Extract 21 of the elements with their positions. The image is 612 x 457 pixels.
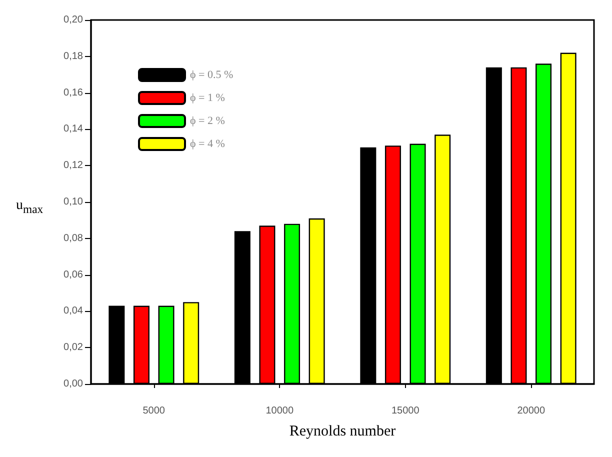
y-tick-label: 0,06 xyxy=(64,269,84,280)
y-tick-label: 0,00 xyxy=(64,378,84,390)
x-axis-title: Reynolds number xyxy=(289,424,396,440)
y-tick-label: 0,10 xyxy=(64,196,84,208)
legend-label: ϕ = 0.5 % xyxy=(190,69,234,81)
y-tick-label: 0,12 xyxy=(64,160,84,172)
x-tick-label: 15000 xyxy=(391,406,420,416)
y-tick-label: 0,08 xyxy=(64,232,84,244)
y-tick-label: 0,18 xyxy=(64,50,84,62)
x-tick-label: 20000 xyxy=(517,406,546,416)
y-tick-label: 0,02 xyxy=(64,342,84,354)
y-tick-label: 0,16 xyxy=(64,87,84,98)
y-axis-title: u$_{max}$ xyxy=(16,198,44,216)
legend-label: ϕ = 2 % xyxy=(190,115,225,127)
x-tick-label: 5000 xyxy=(142,406,166,416)
legend-label: ϕ = 4 % xyxy=(190,138,225,150)
legend-label: ϕ = 1 % xyxy=(190,92,225,104)
y-tick-label: 0,20 xyxy=(64,14,84,26)
y-tick-label: 0,14 xyxy=(64,124,84,135)
x-tick-label: 10000 xyxy=(266,406,294,416)
y-tick-label: 0,04 xyxy=(64,306,84,317)
